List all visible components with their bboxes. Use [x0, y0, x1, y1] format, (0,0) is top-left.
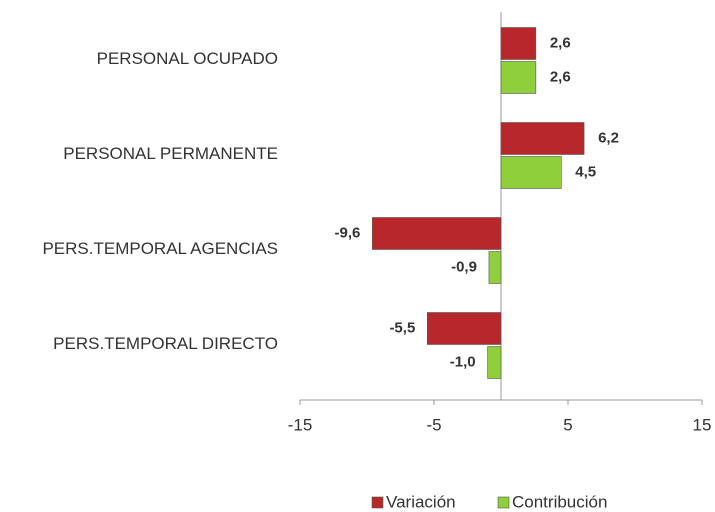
bar [372, 217, 502, 250]
bar [500, 156, 562, 189]
x-tick-label: -5 [426, 415, 441, 434]
value-label: -0,9 [451, 258, 477, 275]
value-label: -5,5 [389, 319, 415, 336]
x-tick-label: -15 [288, 415, 313, 434]
category-label: PERSONAL OCUPADO [97, 49, 278, 68]
bar [500, 122, 585, 155]
bar [487, 346, 502, 379]
value-label: -9,6 [335, 224, 361, 241]
value-label: -1,0 [450, 353, 476, 370]
bar [500, 61, 537, 94]
value-label: 2,6 [550, 68, 571, 85]
value-label: 4,5 [575, 163, 596, 180]
value-label: 6,2 [598, 129, 619, 146]
category-label: PERS.TEMPORAL DIRECTO [53, 334, 278, 353]
legend-label: Variación [386, 492, 456, 511]
legend-label: Contribución [512, 492, 607, 511]
bar [500, 27, 537, 60]
bar [426, 312, 502, 345]
bar [488, 251, 502, 284]
category-label: PERS.TEMPORAL AGENCIAS [42, 239, 278, 258]
category-label: PERSONAL PERMANENTE [63, 144, 278, 163]
x-tick-label: 15 [693, 415, 712, 434]
x-tick-label: 5 [563, 415, 572, 434]
legend-swatch [371, 496, 384, 509]
legend-swatch [497, 496, 510, 509]
value-label: 2,6 [550, 34, 571, 51]
